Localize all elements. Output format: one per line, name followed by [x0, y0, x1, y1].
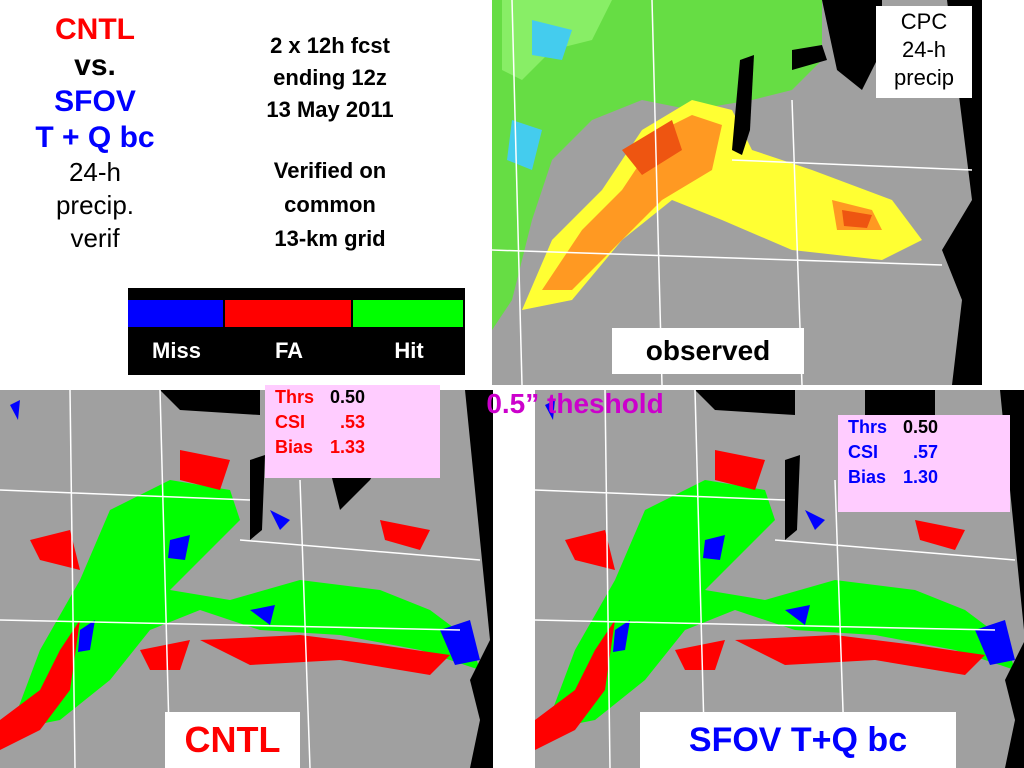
stats-cell: Thrs — [848, 417, 888, 437]
legend-swatch — [225, 300, 351, 327]
hit-area — [545, 480, 1015, 730]
title-line: verif — [70, 223, 120, 253]
stats-row: CSI .57 — [838, 440, 944, 465]
ocean — [1000, 390, 1024, 768]
text-line: precip — [894, 65, 954, 90]
stats-cell: Thrs — [275, 387, 315, 407]
border — [535, 390, 1016, 768]
stats-row: Thrs 0.50 — [838, 415, 944, 440]
legend-label: FA — [274, 338, 304, 363]
fa-area — [0, 450, 450, 750]
stats-cell: 1.33 — [330, 437, 366, 457]
title-line: precip. — [55, 190, 135, 220]
border — [492, 0, 973, 385]
legend-label: Hit — [394, 338, 424, 363]
stats-row: Bias 1.33 — [265, 435, 371, 460]
legend: Miss FA Hit — [128, 288, 465, 375]
title-line: T + Q bc — [35, 121, 155, 154]
stats-box: Thrs 0.50 CSI .57 Bias 1.30 — [838, 415, 1010, 512]
legend-swatch — [128, 300, 223, 327]
stats-box: Thrs 0.50 CSI .53 Bias 1.33 — [265, 385, 440, 478]
hit-area — [10, 480, 480, 730]
map-label: observed — [612, 328, 804, 374]
forecast-info: 2 x 12h fcst ending 12z 13 May 2011 — [230, 30, 430, 126]
stats-cell: 1.30 — [903, 467, 939, 487]
title-line: SFOV — [54, 85, 136, 118]
cntl-map — [0, 390, 493, 768]
title-line: 24-h — [68, 157, 122, 187]
stats-table: Thrs 0.50 CSI .57 Bias 1.30 — [838, 415, 944, 490]
fa-area — [535, 450, 985, 750]
stats-cell: Bias — [848, 467, 887, 487]
stats-cell: Bias — [275, 437, 314, 457]
precip-area — [522, 100, 922, 310]
precip-area — [507, 20, 572, 170]
panel-label: CNTL — [165, 712, 300, 768]
panel-label: SFOV T+Q bc — [640, 712, 956, 768]
stats-cell: .53 — [340, 412, 366, 432]
stats-row: Bias 1.30 — [838, 465, 944, 490]
text-line: CPC — [900, 9, 948, 34]
stats-cell: 0.50 — [903, 417, 939, 437]
stats-cell: .57 — [913, 442, 939, 462]
text-line: Verified on — [273, 158, 387, 183]
text-line: ending 12z — [273, 65, 387, 90]
ocean — [942, 0, 982, 385]
title-line: CNTL — [55, 13, 135, 46]
verification-info: Verified on common 13-km grid — [230, 154, 430, 256]
text-line: 13 May 2011 — [266, 97, 394, 122]
title-block: CNTL vs. SFOV T + Q bc 24-h precip. veri… — [0, 12, 190, 255]
legend-label: Miss — [152, 338, 201, 363]
precip-area — [622, 120, 872, 228]
stats-table: Thrs 0.50 CSI .53 Bias 1.33 — [265, 385, 371, 460]
precip-area — [542, 115, 882, 290]
threshold-title: 0.5” theshold — [486, 388, 664, 419]
text-line: 24-h — [901, 37, 947, 62]
ocean — [465, 390, 493, 768]
text-line: 13-km grid — [274, 226, 386, 251]
lake — [732, 55, 754, 155]
stats-row: CSI .53 — [265, 410, 371, 435]
text-line: 2 x 12h fcst — [270, 33, 390, 58]
stats-cell: CSI — [848, 442, 879, 462]
stats-cell: 0.50 — [330, 387, 366, 407]
lake — [792, 0, 882, 90]
map-caption: CPC 24-h precip — [876, 6, 972, 98]
text-line: common — [284, 192, 376, 217]
title-line: vs. — [74, 49, 116, 82]
border — [0, 390, 481, 768]
legend-swatch — [353, 300, 463, 327]
stats-cell: CSI — [275, 412, 306, 432]
stats-row: Thrs 0.50 — [265, 385, 371, 410]
